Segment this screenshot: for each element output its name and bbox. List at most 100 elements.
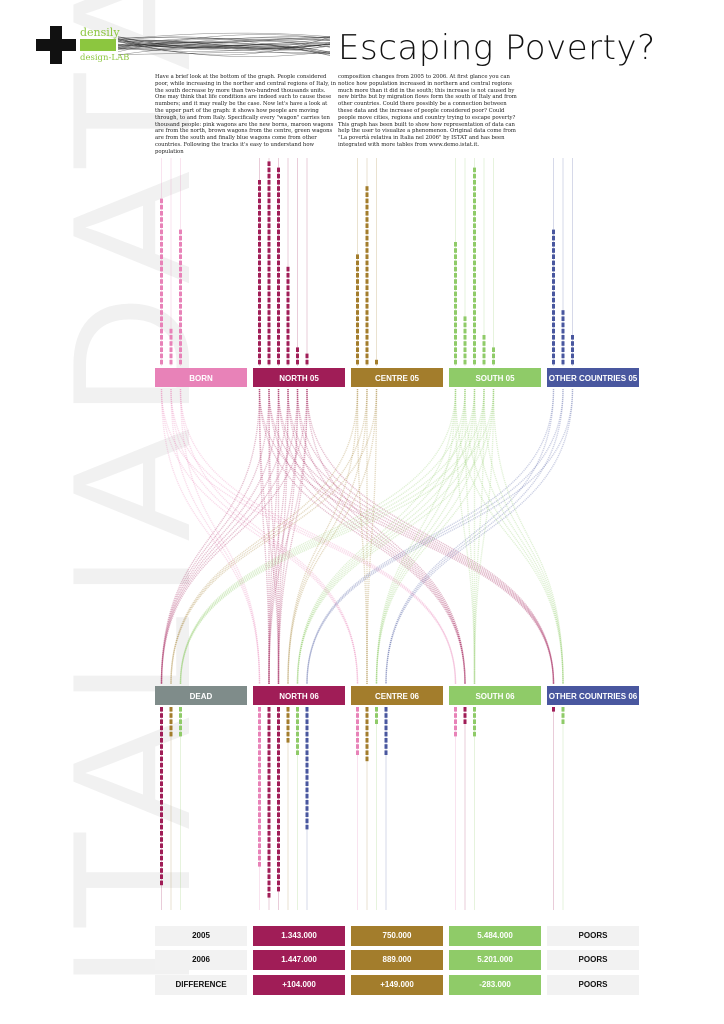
source-label: NORTH 05 bbox=[279, 374, 319, 383]
wagon-south bbox=[473, 719, 476, 724]
wagon-north bbox=[277, 273, 280, 278]
wagon-other bbox=[305, 775, 309, 780]
wagon-centre bbox=[365, 310, 369, 315]
flow-curve-south bbox=[375, 388, 485, 685]
wagon-north bbox=[267, 787, 271, 793]
wagon-south bbox=[473, 322, 476, 328]
wagon-south bbox=[473, 328, 476, 334]
wagon-south bbox=[482, 341, 486, 346]
flow-curve-south bbox=[179, 388, 457, 685]
wagon-north bbox=[160, 831, 163, 836]
wagon-south bbox=[473, 186, 476, 191]
wagon-other bbox=[384, 738, 388, 743]
wagon-north bbox=[267, 886, 271, 892]
wagon-centre bbox=[169, 707, 173, 712]
table-cell-centre: 889.000 bbox=[351, 950, 443, 970]
wagon-south bbox=[473, 285, 476, 290]
wagon-south bbox=[473, 297, 476, 303]
wagon-other bbox=[305, 719, 309, 724]
wagon-south bbox=[454, 341, 457, 346]
flow-curve-south bbox=[473, 388, 564, 685]
wagon-centre bbox=[365, 297, 369, 303]
wagon-centre bbox=[375, 359, 378, 365]
wagon-centre bbox=[356, 359, 359, 365]
wagon-centre bbox=[365, 707, 369, 712]
wagon-south bbox=[473, 167, 476, 173]
wagon-centre bbox=[356, 335, 359, 340]
wagon-born bbox=[169, 328, 173, 334]
wagon-centre bbox=[356, 260, 359, 266]
wagon-north bbox=[286, 335, 290, 340]
wagon-north bbox=[277, 818, 280, 824]
tangle-line bbox=[118, 51, 331, 55]
wagon-born bbox=[169, 359, 173, 365]
wagon-other bbox=[305, 793, 309, 799]
flow-curve-other bbox=[385, 388, 574, 685]
flow-curve-south bbox=[179, 388, 466, 685]
source-label-bg bbox=[253, 368, 345, 387]
wagon-north bbox=[258, 328, 261, 334]
wagon-north bbox=[258, 353, 261, 359]
wagon-born bbox=[179, 254, 182, 259]
wagon-north bbox=[267, 806, 271, 811]
wagon-south bbox=[454, 316, 457, 321]
source-label-bg bbox=[547, 368, 639, 387]
wagon-other bbox=[305, 781, 309, 786]
wagon-north bbox=[160, 756, 163, 762]
flow-curve-north bbox=[160, 388, 299, 685]
flow-curve-other bbox=[385, 388, 564, 685]
wagon-north bbox=[286, 304, 290, 309]
source-label: CENTRE 05 bbox=[375, 374, 420, 383]
destination-label-bg bbox=[449, 686, 541, 705]
wagon-other bbox=[384, 719, 388, 724]
wagon-born bbox=[258, 744, 261, 749]
flow-curve-centre bbox=[356, 388, 368, 685]
wagon-other bbox=[552, 279, 555, 284]
wagon-centre bbox=[365, 235, 369, 241]
wagon-south bbox=[463, 335, 467, 340]
wagon-north bbox=[286, 297, 290, 303]
wagon-north bbox=[277, 198, 280, 204]
flow-curve-north bbox=[277, 388, 555, 685]
wagon-centre bbox=[356, 273, 359, 278]
wagon-north bbox=[277, 750, 280, 755]
wagon-centre bbox=[365, 266, 369, 272]
wagon-north bbox=[160, 874, 163, 879]
wagon-north bbox=[277, 862, 280, 867]
wagon-born bbox=[179, 359, 182, 365]
wagon-north bbox=[277, 242, 280, 247]
wagon-born bbox=[179, 353, 182, 359]
wagon-south bbox=[375, 713, 378, 718]
tangle-line bbox=[118, 32, 331, 40]
destination-label-bg bbox=[351, 686, 443, 705]
table-cell-label: 2006 bbox=[155, 950, 247, 970]
wagon-north bbox=[286, 285, 290, 290]
wagon-north bbox=[160, 855, 163, 861]
wagon-born bbox=[160, 242, 163, 247]
wagon-other bbox=[552, 242, 555, 247]
wagon-centre bbox=[365, 731, 369, 737]
wagon-north bbox=[160, 719, 163, 724]
wagon-centre bbox=[356, 347, 359, 352]
wagon-centre bbox=[365, 725, 369, 731]
wagon-other bbox=[561, 341, 565, 346]
wagon-north bbox=[277, 279, 280, 284]
wagon-south bbox=[473, 242, 476, 247]
wagon-north bbox=[258, 192, 261, 197]
wagon-other bbox=[571, 359, 574, 365]
wagon-born bbox=[258, 831, 261, 836]
flow-curve-centre bbox=[170, 388, 359, 685]
flow-curve-centre bbox=[170, 388, 368, 685]
wagon-other bbox=[552, 285, 555, 290]
wagon-north bbox=[258, 279, 261, 284]
wagon-born bbox=[258, 812, 261, 817]
wagon-other bbox=[561, 335, 565, 340]
wagon-other bbox=[552, 316, 555, 321]
region-labels: BORN NORTH 05 CENTRE 05 SOUTH 05 OTHER COUNT… bbox=[155, 368, 639, 705]
wagon-south bbox=[375, 707, 378, 712]
wagon-other bbox=[552, 347, 555, 352]
flow-curve-north bbox=[306, 388, 555, 685]
destination-label: SOUTH 06 bbox=[475, 692, 515, 701]
source-label-bg bbox=[449, 368, 541, 387]
wagon-north bbox=[267, 167, 271, 173]
